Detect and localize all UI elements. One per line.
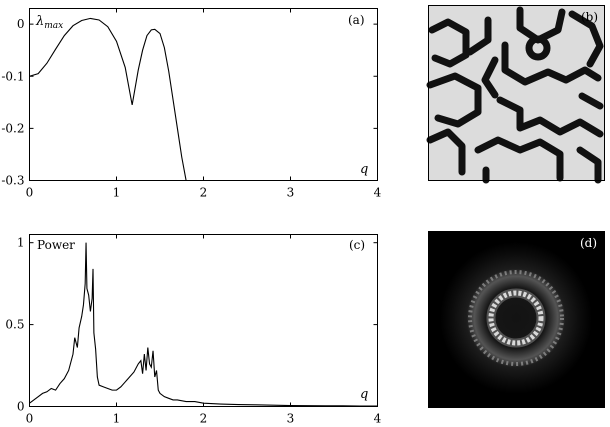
panel-a-tag: (a) <box>348 13 365 27</box>
panel-a-ylabel: λmax <box>35 14 63 31</box>
panel-b-labyrinth-image: (b) <box>426 5 605 184</box>
panel-a-x-tick-label: 3 <box>287 186 295 200</box>
panel-d-fourier-spectrum-image: (d) <box>428 231 605 408</box>
panel-a-eigenvalue-plot: 0 1 2 3 4 0 -0.1 -0.2 -0.3 λmax (a) q <box>1 8 382 200</box>
panel-a-ticks: 0 1 2 3 4 0 -0.1 -0.2 -0.3 <box>1 8 382 200</box>
panel-a-frame <box>29 8 378 181</box>
panel-a-y-tick-label: -0.3 <box>1 174 24 188</box>
panel-b-frame <box>428 5 605 181</box>
panel-c-y-tick-label: 0.5 <box>5 318 24 332</box>
panel-c-x-tick-label: 2 <box>200 412 208 426</box>
panel-c-ylabel: Power <box>37 238 75 252</box>
panel-c-y-tick-label: 0 <box>17 400 25 414</box>
panel-a-y-tick-label: -0.2 <box>1 121 24 135</box>
panel-a-x-tick-label: 0 <box>26 186 34 200</box>
panel-c-xlabel: q <box>360 387 368 402</box>
panel-d-outer-ring <box>468 270 564 366</box>
panel-c-power-spectrum-plot: 0 1 2 3 4 0 0.5 1 Power (c) q <box>5 234 382 426</box>
panel-b-stripes <box>426 6 604 184</box>
panel-a-x-tick-label: 2 <box>200 186 208 200</box>
panel-c-tag: (c) <box>349 238 365 252</box>
panel-d-tag: (d) <box>580 236 597 250</box>
panel-a-xlabel: q <box>360 162 368 177</box>
panel-d-inner-ring-halo <box>486 288 546 348</box>
panel-a-x-tick-label: 4 <box>374 186 382 200</box>
panel-c-x-tick-label: 1 <box>113 412 121 426</box>
panel-d-outer-glow <box>440 242 592 394</box>
panel-c-x-tick-label: 0 <box>26 412 34 426</box>
panel-b-background <box>428 5 605 181</box>
panel-c-y-tick-label: 1 <box>17 236 25 250</box>
panel-a-series-line <box>29 17 187 181</box>
panel-a-y-tick-label: -0.1 <box>1 69 24 83</box>
panel-a-y-tick-label: 0 <box>17 17 25 31</box>
panel-c-x-tick-label: 3 <box>287 412 295 426</box>
panel-c-ticks: 0 1 2 3 4 0 0.5 1 <box>5 234 382 426</box>
panel-c-x-tick-label: 4 <box>374 412 382 426</box>
panel-c-series-line <box>29 242 378 407</box>
panel-b-tag: (b) <box>581 10 598 24</box>
panel-a-x-tick-label: 1 <box>113 186 121 200</box>
panel-c-frame <box>29 234 378 407</box>
panel-d-inner-ring <box>488 290 544 346</box>
